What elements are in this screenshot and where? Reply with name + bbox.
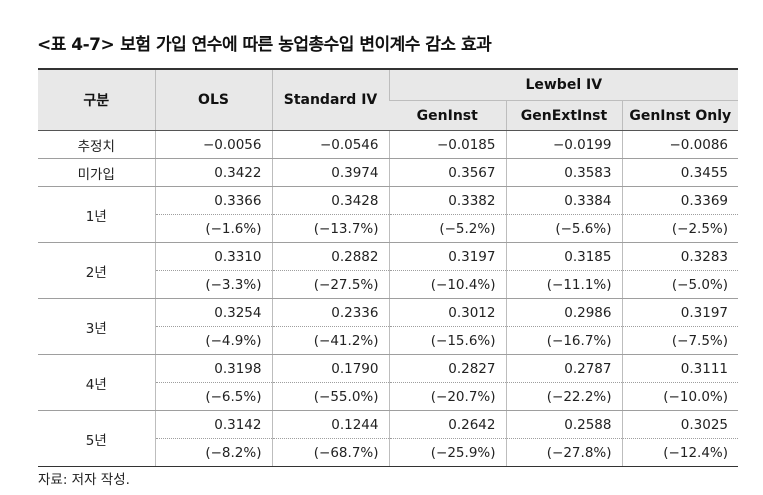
source-note: 자료: 저자 작성. — [38, 472, 130, 488]
table-row: 3년 0.3254 0.2336 0.3012 0.2986 0.3197 — [38, 298, 739, 355]
table-row: (−3.3%) (−27.5%) (−10.4%) (−11.1%) (−5.0%) — [38, 270, 739, 299]
cell-value: 0.3382 — [388, 186, 506, 215]
cell-value: 0.3197 — [621, 298, 739, 327]
cell-percent: (−25.9%) — [388, 438, 506, 467]
cell-percent: (−4.9%) — [154, 326, 272, 355]
cell-value: 0.3111 — [621, 354, 739, 383]
row-label: 4년 — [38, 354, 155, 411]
cell-value: 0.2642 — [388, 410, 506, 439]
cell-percent: (−27.8%) — [505, 438, 622, 467]
table-row: (−8.2%) (−68.7%) (−25.9%) (−27.8%) (−12.4%) — [38, 438, 739, 467]
cell-percent: (−20.7%) — [388, 382, 506, 411]
header-geninst-only: GenInst Only — [621, 100, 739, 131]
cell-value: 0.2986 — [505, 298, 622, 327]
table-caption: 보험 가입 연수에 따른 농업총수입 변이계수 감소 효과 — [120, 35, 492, 55]
cell-value: 0.3310 — [154, 242, 272, 271]
header-genextinst: GenExtInst — [505, 100, 622, 131]
cell-percent: (−22.2%) — [505, 382, 622, 411]
cell-value: 0.3012 — [388, 298, 506, 327]
table-row: (−6.5%) (−55.0%) (−20.7%) (−22.2%) (−10.0%) — [38, 382, 739, 411]
table-row: 5년 0.3142 0.1244 0.2642 0.2588 0.3025 — [38, 410, 739, 467]
header-lewbel-iv: Lewbel IV — [388, 68, 739, 101]
cell-value: 0.3185 — [505, 242, 622, 271]
cell-value: 0.2827 — [388, 354, 506, 383]
cell-percent: (−5.2%) — [388, 214, 506, 243]
cell-value: 0.3422 — [154, 158, 272, 187]
cell-value: 0.3025 — [621, 410, 739, 439]
cell-percent: (−7.5%) — [621, 326, 739, 355]
table-body: 추정치 −0.0056 −0.0546 −0.0185 −0.0199 −0.0… — [38, 130, 739, 467]
table-row: 2년 0.3310 0.2882 0.3197 0.3185 0.3283 — [38, 242, 739, 299]
header-ols: OLS — [154, 68, 272, 131]
table-row: (−1.6%) (−13.7%) (−5.2%) (−5.6%) (−2.5%) — [38, 214, 739, 243]
header-standard-iv: Standard IV — [271, 68, 389, 131]
cell-value: 0.3198 — [154, 354, 272, 383]
cell-percent: (−3.3%) — [154, 270, 272, 299]
cell-percent: (−11.1%) — [505, 270, 622, 299]
cell-percent: (−27.5%) — [271, 270, 389, 299]
cell-value: 0.3254 — [154, 298, 272, 327]
table-number: <표 4-7> — [37, 35, 115, 55]
cell-value: 0.3283 — [621, 242, 739, 271]
cell-value: 0.3974 — [271, 158, 389, 187]
cell-value: 0.3197 — [388, 242, 506, 271]
cell-value: 0.2882 — [271, 242, 389, 271]
cell-value: 0.3583 — [505, 158, 622, 187]
cell-percent: (−5.6%) — [505, 214, 622, 243]
cell-value: 0.2787 — [505, 354, 622, 383]
results-table: 구분 OLS Standard IV Lewbel IV GenInst Gen… — [38, 68, 739, 467]
table-row: 4년 0.3198 0.1790 0.2827 0.2787 0.3111 — [38, 354, 739, 411]
header-category: 구분 — [38, 68, 155, 131]
row-label: 추정치 — [38, 130, 155, 159]
row-label: 1년 — [38, 186, 155, 243]
cell-value: 0.1244 — [271, 410, 389, 439]
row-label: 3년 — [38, 298, 155, 355]
cell-percent: (−13.7%) — [271, 214, 389, 243]
cell-percent: (−8.2%) — [154, 438, 272, 467]
cell-value: −0.0199 — [505, 130, 622, 159]
cell-value: 0.3428 — [271, 186, 389, 215]
table-title: <표 4-7> 보험 가입 연수에 따른 농업총수입 변이계수 감소 효과 — [37, 30, 492, 55]
cell-percent: (−15.6%) — [388, 326, 506, 355]
cell-percent: (−1.6%) — [154, 214, 272, 243]
cell-value: 0.3567 — [388, 158, 506, 187]
cell-value: 0.3455 — [621, 158, 739, 187]
cell-value: 0.3366 — [154, 186, 272, 215]
cell-value: −0.0546 — [271, 130, 389, 159]
table-row: 추정치 −0.0056 −0.0546 −0.0185 −0.0199 −0.0… — [38, 130, 739, 159]
cell-value: −0.0056 — [154, 130, 272, 159]
table-row: 1년 0.3366 0.3428 0.3382 0.3384 0.3369 — [38, 186, 739, 243]
cell-percent: (−2.5%) — [621, 214, 739, 243]
cell-value: 0.3369 — [621, 186, 739, 215]
cell-value: 0.3384 — [505, 186, 622, 215]
cell-percent: (−41.2%) — [271, 326, 389, 355]
header-geninst: GenInst — [389, 100, 506, 131]
cell-value: 0.3142 — [154, 410, 272, 439]
cell-value: −0.0185 — [388, 130, 506, 159]
cell-percent: (−16.7%) — [505, 326, 622, 355]
cell-percent: (−68.7%) — [271, 438, 389, 467]
cell-value: 0.2588 — [505, 410, 622, 439]
cell-value: 0.1790 — [271, 354, 389, 383]
cell-percent: (−12.4%) — [621, 438, 739, 467]
cell-percent: (−10.0%) — [621, 382, 739, 411]
cell-value: 0.2336 — [271, 298, 389, 327]
table-row: 미가입 0.3422 0.3974 0.3567 0.3583 0.3455 — [38, 158, 739, 187]
cell-percent: (−10.4%) — [388, 270, 506, 299]
row-label: 5년 — [38, 410, 155, 467]
table-row: (−4.9%) (−41.2%) (−15.6%) (−16.7%) (−7.5%) — [38, 326, 739, 355]
cell-percent: (−6.5%) — [154, 382, 272, 411]
cell-value: −0.0086 — [621, 130, 739, 159]
cell-percent: (−55.0%) — [271, 382, 389, 411]
row-label: 2년 — [38, 242, 155, 299]
cell-percent: (−5.0%) — [621, 270, 739, 299]
row-label: 미가입 — [38, 158, 155, 187]
